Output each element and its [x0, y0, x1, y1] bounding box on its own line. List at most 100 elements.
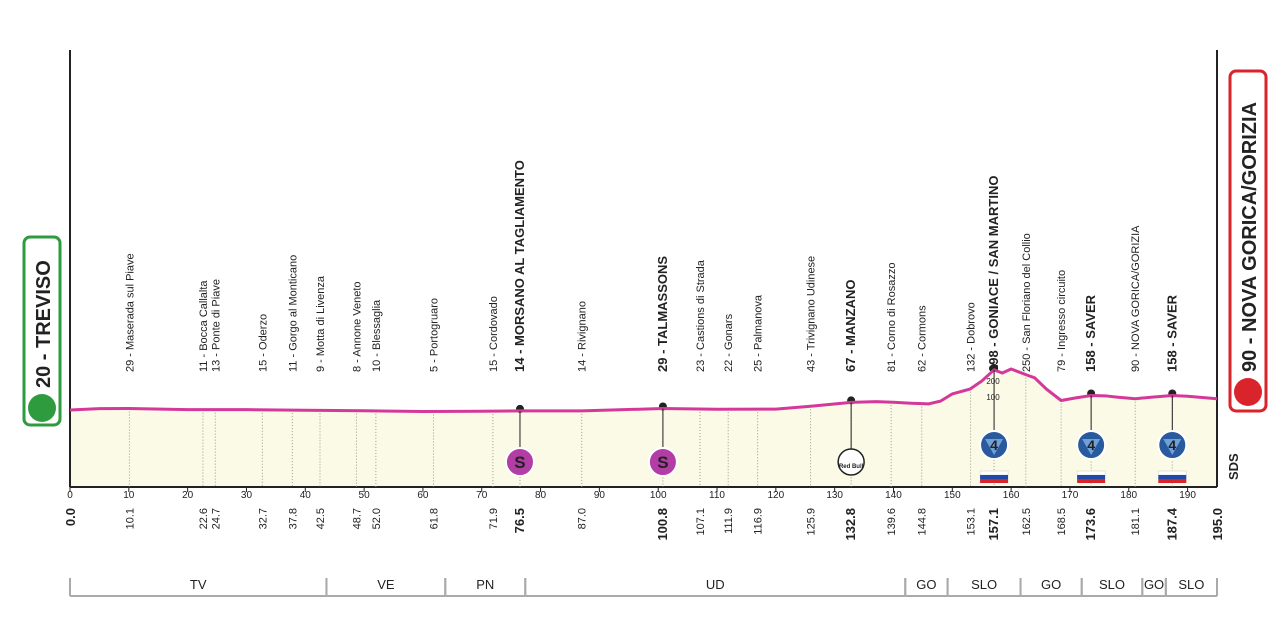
climb-label: 4 — [990, 437, 998, 453]
x-tick-label: 10 — [123, 490, 135, 501]
x-tick-label: 20 — [182, 490, 194, 501]
start-box — [22, 235, 62, 427]
waypoint-km: 24.7 — [210, 508, 222, 529]
x-tick-label: 130 — [826, 490, 843, 501]
waypoint-km: 10.1 — [124, 508, 136, 529]
waypoint-label: 81 - Corno di Rosazzo — [886, 263, 898, 372]
climb-triangle — [1082, 439, 1101, 455]
region-label: SLO — [1099, 577, 1125, 592]
x-tick-label: 90 — [594, 490, 606, 501]
region-label: GO — [1041, 577, 1061, 592]
waypoint-label: 79 - Ingresso circuito — [1056, 270, 1068, 372]
finish-icon — [1234, 378, 1262, 406]
finish-label: 90 - NOVA GORICA/GORIZIA — [1239, 102, 1261, 372]
x-tick-label: 170 — [1062, 490, 1079, 501]
waypoint-label: 22 - Gonars — [723, 313, 735, 372]
waypoint-label: 43 - Trivignano Udinese — [806, 256, 818, 372]
y-tick-label: 100 — [986, 393, 1000, 402]
profile-line — [69, 367, 1218, 414]
sprint-marker — [504, 447, 535, 477]
x-tick-label: 50 — [359, 490, 371, 501]
finish-km: 195.0 — [1210, 508, 1225, 541]
waypoint-km: 173.6 — [1083, 508, 1098, 541]
waypoint-label: 8 - Annone Veneto — [351, 281, 363, 372]
waypoint-label: 298 - GONIACE / SAN MARTINO — [986, 176, 1001, 372]
region-label: PN — [476, 577, 494, 592]
waypoint-label: 62 - Cormons — [917, 305, 929, 372]
region-label: VE — [377, 577, 395, 592]
waypoint-label: 5 - Portogruaro — [429, 298, 441, 372]
waypoint-km: 71.9 — [488, 508, 500, 529]
start-label: 20 - TREVISO — [33, 260, 55, 388]
x-tick-label: 180 — [1120, 490, 1137, 501]
x-tick-label: 30 — [241, 490, 253, 501]
waypoint-km: 181.1 — [1130, 508, 1142, 536]
x-tick-label: 100 — [650, 490, 667, 501]
x-tick-label: 80 — [535, 490, 547, 501]
waypoint-km: 157.1 — [986, 508, 1001, 541]
x-tick-label: 70 — [476, 490, 488, 501]
waypoint-label: 67 - MANZANO — [843, 280, 858, 372]
waypoint-label: 11 - Gorgo al Monticano — [287, 255, 299, 372]
waypoint-km: 61.8 — [429, 508, 441, 529]
waypoint-km: 76.5 — [512, 508, 527, 533]
waypoint-label: 90 - NOVA GORICA/GORIZIA — [1130, 225, 1142, 372]
climb-label: 4 — [1087, 437, 1095, 453]
x-tick-label: 150 — [944, 490, 961, 501]
x-tick-label: 140 — [885, 490, 902, 501]
waypoint-label: 11 - Bocca Callalta — [198, 280, 210, 372]
waypoint-km: 168.5 — [1056, 508, 1068, 536]
waypoint-label: 132 - Dobrovo — [966, 302, 978, 372]
climb-label: 4 — [1168, 437, 1176, 453]
waypoint-km: 107.1 — [695, 508, 707, 536]
flag-white — [979, 470, 1009, 476]
waypoint-label: 13 - Ponte di Piave — [210, 279, 222, 372]
sprint-label: S — [514, 453, 525, 472]
profile-area — [70, 369, 1217, 487]
sprint-label: S — [657, 453, 668, 472]
flag-blue — [980, 475, 1009, 479]
region-label: SLO — [1178, 577, 1204, 592]
waypoint-km: 42.5 — [315, 508, 327, 529]
waypoint-label: 15 - Oderzo — [257, 314, 269, 372]
x-tick-label: 60 — [417, 490, 429, 501]
waypoint-label: 10 - Blessaglia — [371, 299, 383, 372]
waypoint-label: 14 - Rivignano — [577, 301, 589, 372]
start-icon — [28, 394, 56, 422]
redbull-label: Red Bull — [839, 464, 864, 470]
waypoint-km: 22.6 — [198, 508, 210, 529]
waypoint-km: 52.0 — [371, 508, 383, 529]
waypoint-km: 116.9 — [753, 508, 765, 535]
finish-box — [1228, 69, 1268, 413]
waypoint-label: 158 - SAVER — [1083, 294, 1098, 372]
flag-red — [1077, 479, 1106, 483]
climb-triangle — [985, 439, 1004, 455]
flag-blue — [1158, 475, 1187, 479]
flag-red — [980, 479, 1009, 483]
sprint-marker — [647, 447, 678, 477]
waypoint-km: 125.9 — [806, 508, 818, 536]
x-tick-label: 40 — [300, 490, 312, 501]
waypoint-km: 153.1 — [966, 508, 978, 536]
waypoint-km: 48.7 — [351, 508, 363, 529]
x-tick-label: 190 — [1179, 490, 1196, 501]
waypoint-label: 25 - Palmanova — [753, 294, 765, 372]
flag-white — [1076, 470, 1106, 476]
region-label: TV — [190, 577, 207, 592]
waypoint-km: 162.5 — [1021, 508, 1033, 536]
region-label: SLO — [971, 577, 997, 592]
waypoint-km: 187.4 — [1164, 507, 1179, 540]
waypoint-label: 29 - Maserada sul Piave — [124, 253, 136, 372]
waypoint-km: 132.8 — [843, 508, 858, 541]
waypoint-label: 29 - TALMASSONS — [655, 256, 670, 372]
climb-triangle — [1163, 439, 1182, 455]
flag-blue — [1077, 475, 1106, 479]
x-tick-label: 160 — [1003, 490, 1020, 501]
waypoint-km: 144.8 — [917, 508, 929, 536]
x-tick-label: 110 — [709, 490, 725, 501]
x-tick-label: 120 — [768, 490, 785, 501]
region-label: GO — [1144, 577, 1164, 592]
waypoint-km: 37.8 — [287, 508, 299, 529]
waypoint-label: 158 - SAVER — [1164, 294, 1179, 372]
